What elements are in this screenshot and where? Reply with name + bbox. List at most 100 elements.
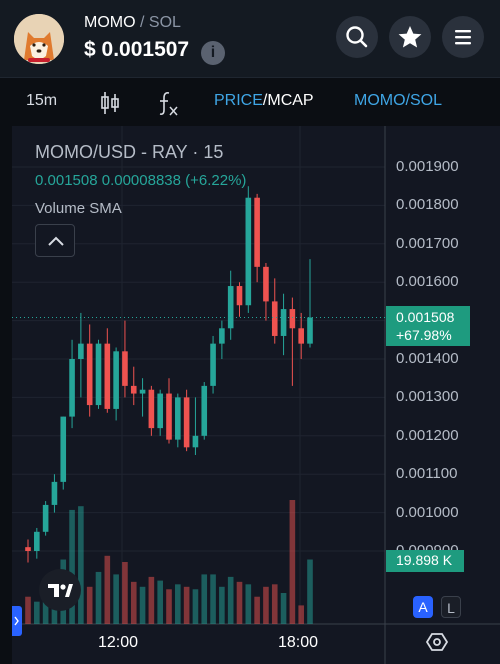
last-price-value: 0.001508: [396, 309, 455, 325]
volume-tag: 19.898 K: [386, 550, 464, 572]
price-axis-label: 0.001300: [396, 388, 459, 406]
candle-body: [245, 197, 252, 306]
volume-bar: [263, 586, 269, 624]
price-chart[interactable]: MOMO/USD - RAY · 15 0.001508 0.00008838 …: [12, 126, 500, 664]
volume-legend: Volume SMA: [35, 200, 122, 217]
candle-body: [69, 359, 75, 417]
volume-bar: [175, 584, 181, 624]
candlestick-icon[interactable]: [99, 90, 121, 116]
collapse-legend-button[interactable]: [35, 224, 75, 257]
candle-body: [95, 343, 102, 406]
candle-body: [227, 286, 234, 329]
time-axis-label: 18:00: [278, 634, 319, 651]
log-scale-button[interactable]: L: [441, 596, 461, 618]
volume-bar: [254, 596, 260, 624]
candle-body: [104, 343, 111, 409]
candle-body: [78, 343, 84, 359]
volume-bar: [280, 593, 287, 624]
volume-bar: [219, 586, 225, 624]
price-axis-label: 0.001800: [396, 196, 459, 214]
candle-body: [175, 397, 181, 440]
price-axis-label: 0.001400: [396, 350, 459, 367]
star-icon: [398, 26, 422, 48]
search-button[interactable]: [336, 16, 378, 58]
favorite-button[interactable]: [389, 16, 431, 58]
tradingview-logo[interactable]: [39, 569, 81, 611]
pair-base: MOMO: [84, 14, 136, 31]
candle-body: [130, 385, 137, 394]
price-mcap-toggle[interactable]: PRICE/MCAP: [214, 92, 314, 110]
volume-bar: [25, 596, 31, 624]
interval-selector[interactable]: 15m: [26, 92, 58, 109]
volume-bar: [307, 559, 313, 624]
candle-body: [113, 351, 119, 409]
volume-bar: [201, 574, 208, 624]
volume-bar: [122, 562, 128, 624]
volume-bar: [245, 584, 252, 624]
last-price-tag: 0.001508 +67.98%: [386, 306, 470, 346]
price-axis-label: 0.001000: [396, 503, 459, 521]
volume-bar: [69, 509, 75, 624]
candle-body: [210, 343, 216, 386]
price-axis-label: 0.001900: [396, 158, 459, 175]
token-avatar: [14, 14, 64, 64]
info-icon[interactable]: i: [201, 41, 225, 65]
volume-bar: [236, 581, 243, 624]
candle-body: [25, 547, 31, 551]
hexagon-settings-icon[interactable]: [426, 631, 448, 653]
price-axis-label: 0.001100: [396, 465, 458, 483]
current-price: $ 0.001507: [84, 38, 190, 61]
candle-body: [86, 343, 93, 406]
chart-legend-title: MOMO/USD - RAY · 15: [35, 142, 224, 162]
candle-body: [298, 328, 304, 344]
volume-bar: [298, 605, 304, 624]
price-option[interactable]: PRICE: [214, 92, 263, 109]
price-axis-label: 0.001200: [396, 426, 459, 444]
volume-bar: [34, 601, 40, 624]
candle-body: [280, 309, 287, 336]
volume-bar: [139, 586, 146, 624]
candle-body: [183, 397, 190, 448]
mcap-option[interactable]: MCAP: [267, 92, 314, 109]
volume-bar: [192, 589, 199, 624]
chevron-right-icon: [14, 616, 19, 626]
volume-bar: [157, 580, 163, 624]
side-panel-tab[interactable]: [12, 606, 22, 636]
pair-name: MOMO / SOL: [84, 14, 181, 32]
search-icon: [346, 26, 368, 48]
volume-bar: [210, 574, 216, 624]
function-icon[interactable]: [156, 89, 180, 117]
pair-quote: SOL: [148, 14, 181, 31]
candle-body: [42, 504, 49, 532]
volume-bar: [289, 500, 296, 624]
candle-body: [34, 531, 40, 551]
menu-button[interactable]: [442, 16, 484, 58]
candle-body: [307, 317, 313, 344]
candle-body: [254, 197, 260, 267]
volume-bar: [113, 574, 119, 624]
candle-body: [271, 301, 278, 336]
volume-bar: [86, 586, 93, 624]
volume-bar: [227, 576, 234, 624]
last-change-value: +67.98%: [396, 327, 452, 343]
candle-body: [139, 389, 146, 394]
candle-body: [201, 385, 208, 436]
volume-bar: [78, 506, 84, 624]
candle-body: [289, 309, 296, 329]
volume-bar: [271, 584, 278, 624]
candle-body: [166, 393, 172, 440]
volume-bar: [166, 589, 172, 624]
candle-body: [60, 416, 67, 482]
volume-bar: [104, 555, 111, 624]
candle-body: [157, 393, 163, 429]
candle-body: [219, 328, 225, 344]
toggle-separator: /: [262, 92, 268, 109]
volume-bar: [42, 599, 49, 624]
shiba-dog-icon: [14, 14, 64, 64]
price-axis-label: 0.001700: [396, 234, 459, 252]
auto-scale-button[interactable]: A: [413, 596, 433, 618]
volume-bar: [148, 576, 155, 624]
volume-bar: [130, 581, 137, 624]
quote-currency-toggle[interactable]: MOMO/SOL: [354, 92, 443, 109]
pair-header: MOMO / SOL $ 0.001507 i: [0, 0, 500, 78]
